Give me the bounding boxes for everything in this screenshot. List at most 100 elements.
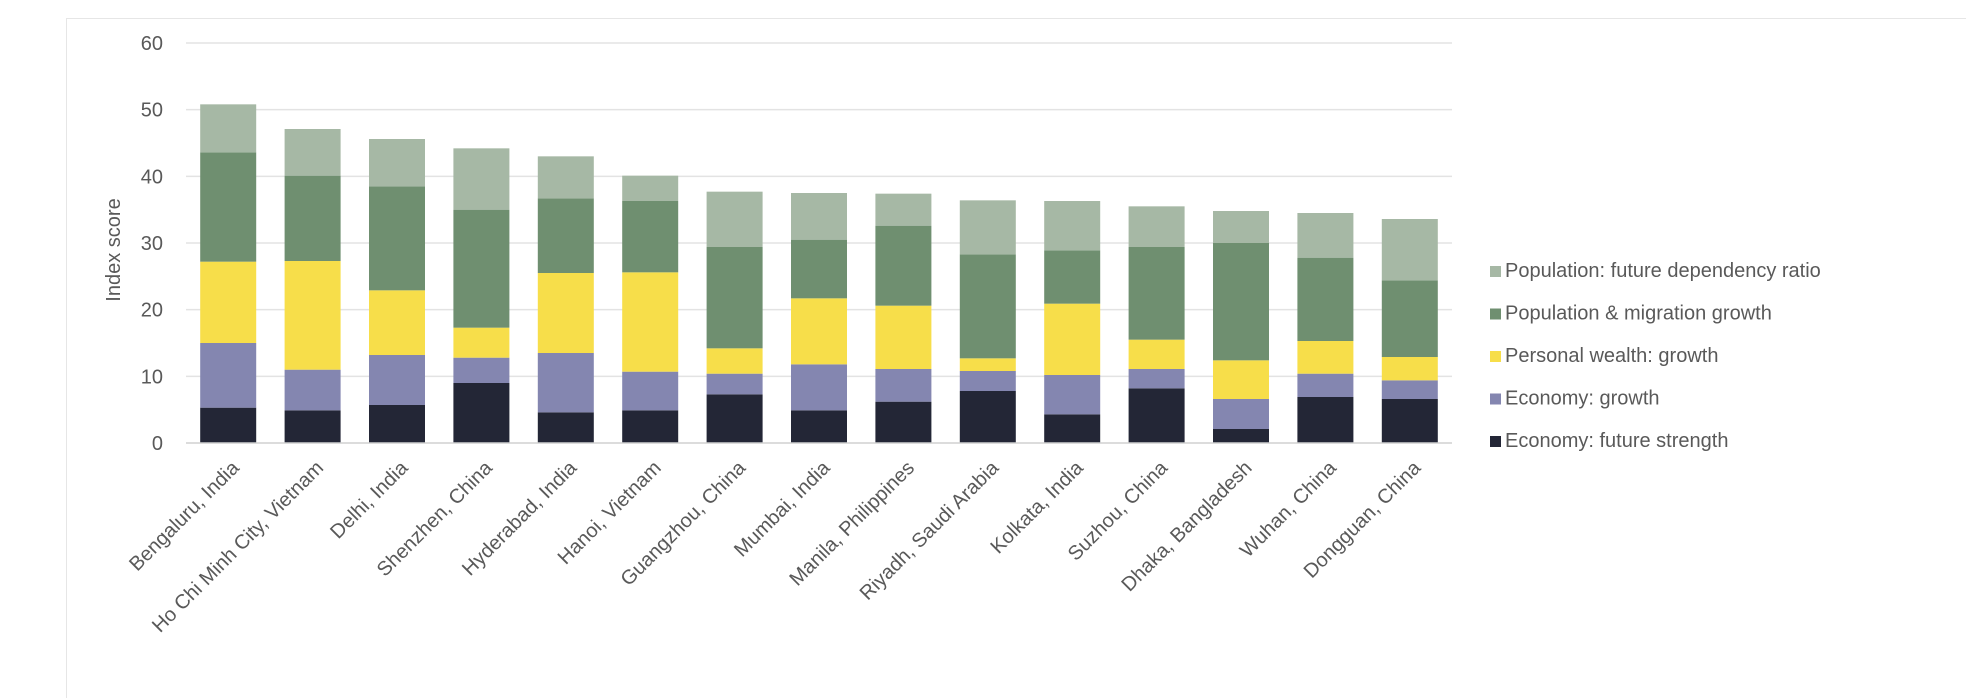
legend-item: Population & migration growth [1490,303,1772,325]
bar-segment [537,156,594,199]
bar-segment [1297,341,1354,374]
bar-segment [1381,280,1438,357]
y-axis-label: Index score [103,198,125,301]
bar-segment [1128,388,1185,443]
bar-segment [1381,380,1438,399]
bar-segment [959,371,1016,391]
bar-segment [537,198,594,273]
bar-segment [453,327,510,358]
bar-segment [1381,219,1438,281]
bars [200,104,1438,443]
bar-segment [706,373,763,395]
bar-segment [959,358,1016,371]
bar-segment [791,239,847,299]
y-tick-label: 40 [141,166,163,188]
bar-segment [1381,357,1438,381]
bar-segment [284,369,341,411]
bar-segment [453,357,510,383]
y-axis-tick-labels: 0 10 20 30 40 50 60 [141,33,163,455]
bar-segment [1213,399,1269,429]
bar-segment [875,225,932,306]
legend-swatch [1490,393,1501,405]
bar-segment [959,254,1016,359]
bar-segment [875,401,932,443]
bar-segment [622,371,679,411]
bar-segment [200,407,257,443]
legend-item: Personal wealth: growth [1490,345,1718,367]
bar-segment [706,191,763,247]
bar-segment [1297,397,1354,443]
y-tick-label: 0 [152,433,163,455]
x-tick-label: Delhi, India [326,456,413,543]
bar-segment [537,412,594,443]
bar-segment [369,186,425,291]
legend-swatch [1490,266,1501,277]
bar-segment [959,391,1016,443]
legend-label: Economy: growth [1505,388,1660,410]
bar-segment [791,298,847,365]
bar-segment [369,405,425,443]
legend-item: Economy: growth [1490,388,1660,410]
bar-segment [1128,247,1185,340]
y-tick-label: 60 [141,33,163,55]
legend-label: Personal wealth: growth [1505,345,1718,367]
bar-segment [453,148,510,210]
bar-segment [1297,373,1354,397]
bar-segment [1128,206,1185,247]
bar-segment [622,201,679,273]
bar-segment [791,364,847,411]
y-tick-label: 10 [141,366,163,388]
y-tick-label: 30 [141,233,163,255]
bar-segment [706,394,763,443]
bar-segment [1213,211,1269,243]
legend-item: Population: future dependency ratio [1490,260,1821,282]
bar-segment [1297,257,1354,341]
bar-segment [1213,429,1269,443]
bar-segment [453,383,510,443]
legend-label: Population & migration growth [1505,303,1772,325]
bar-segment [791,410,847,443]
bar-segment [622,410,679,443]
bar-segment [369,290,425,355]
x-tick-label: Ho Chi Minh City, Vietnam [148,457,328,637]
legend-swatch [1490,436,1501,447]
bar-segment [1297,213,1354,258]
bar-segment [1044,375,1101,415]
bar-segment [959,200,1016,255]
bar-segment [1381,399,1438,443]
bar-segment [1213,243,1269,361]
legend-label: Economy: future strength [1505,430,1728,452]
bar-segment [875,305,932,369]
bar-segment [200,104,257,153]
bar-segment [875,193,932,226]
bar-segment [200,152,257,262]
bar-segment [284,261,341,370]
chart-frame [66,18,1966,698]
bar-segment [284,129,341,176]
bar-segment [1044,414,1101,443]
legend-swatch [1490,351,1501,362]
bar-segment [1044,250,1101,304]
bar-segment [875,369,932,402]
legend-item: Economy: future strength [1490,430,1728,452]
bar-segment [369,355,425,405]
bar-segment [1213,360,1269,399]
legend-swatch [1490,308,1501,320]
bar-segment [622,175,679,201]
bar-segment [791,193,847,240]
legend: Population: future dependency ratio Popul… [1490,260,1821,452]
bar-segment [622,272,679,372]
bar-segment [537,273,594,353]
bar-segment [1128,339,1185,369]
bar-segment [369,139,425,187]
bar-segment [284,410,341,443]
x-tick-label: Riyadh, Saudi Arabia [856,456,1004,604]
y-tick-label: 50 [141,100,163,122]
legend-label: Population: future dependency ratio [1505,260,1821,282]
bar-segment [706,348,763,374]
bar-segment [1044,201,1101,251]
bar-segment [284,175,341,261]
bar-segment [1128,369,1185,389]
